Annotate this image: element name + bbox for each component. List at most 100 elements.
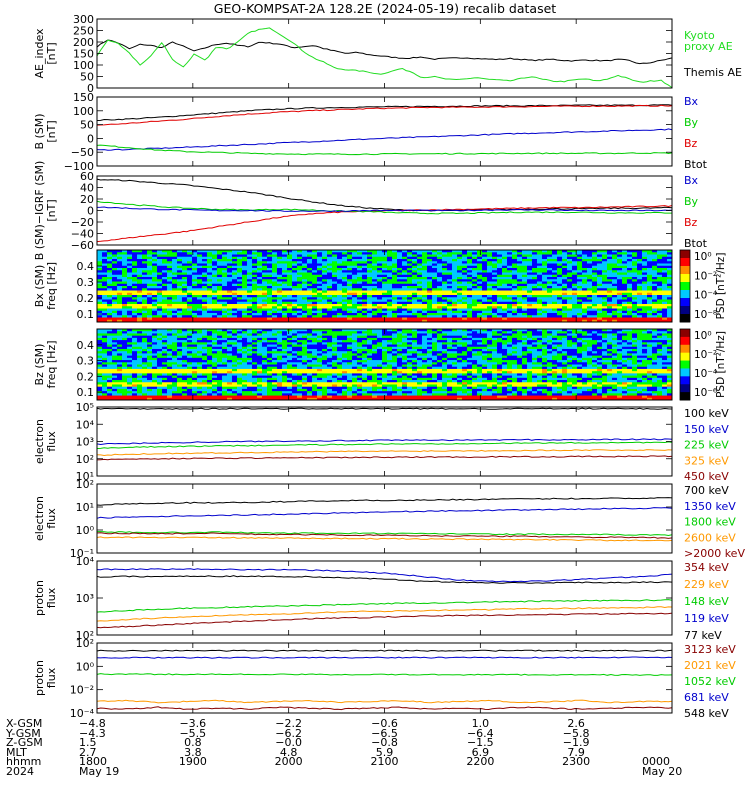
spectrogram-cell xyxy=(252,366,258,370)
spectrogram-cell xyxy=(137,368,143,372)
spectrogram-cell xyxy=(167,304,173,307)
spectrogram-cell xyxy=(377,256,383,260)
spectrogram-cell xyxy=(527,310,533,314)
spectrogram-cell xyxy=(152,252,158,255)
spectrogram-cell xyxy=(322,283,328,287)
spectrogram-cell xyxy=(622,288,628,291)
spectrogram-cell xyxy=(282,288,288,291)
spectrogram-cell xyxy=(107,333,113,337)
spectrogram-cell xyxy=(227,380,233,383)
spectrogram-cell xyxy=(437,290,443,294)
spectrogram-cell xyxy=(182,290,188,294)
spectrogram-cell xyxy=(242,299,248,303)
spectrogram-cell xyxy=(317,281,323,285)
y-tick-label: 0 xyxy=(87,205,94,218)
spectrogram-cell xyxy=(602,319,608,323)
spectrogram-cell xyxy=(142,259,148,262)
spectrogram-cell xyxy=(227,250,233,253)
spectrogram-cell xyxy=(322,290,328,294)
spectrogram-cell xyxy=(182,384,188,388)
spectrogram-cell xyxy=(287,256,293,260)
spectrogram-cell xyxy=(222,265,228,269)
spectrogram-cell xyxy=(362,297,368,300)
spectrogram-cell xyxy=(667,274,673,278)
spectrogram-cell xyxy=(157,274,163,278)
spectrogram-cell xyxy=(617,288,623,291)
spectrogram-cell xyxy=(532,268,538,271)
spectrogram-cell xyxy=(482,313,488,316)
spectrogram-cell xyxy=(567,313,573,316)
spectrogram-cell xyxy=(467,313,473,316)
series-line xyxy=(96,178,673,212)
spectrogram-cell xyxy=(247,388,253,392)
spectrogram-cell xyxy=(177,337,183,341)
spectrogram-cell xyxy=(212,274,218,278)
spectrogram-cell xyxy=(207,371,213,374)
spectrogram-cell xyxy=(372,317,378,321)
spectrogram-cell xyxy=(162,366,168,370)
spectrogram-cell xyxy=(207,277,213,280)
spectrogram-cell xyxy=(477,270,483,273)
spectrogram-cell xyxy=(272,286,278,289)
spectrogram-cell xyxy=(307,265,313,269)
spectrogram-cell xyxy=(192,286,198,289)
spectrogram-cell xyxy=(602,281,608,285)
spectrogram-cell xyxy=(647,254,653,258)
spectrogram-cell xyxy=(187,304,193,307)
spectrogram-cell xyxy=(257,386,263,390)
spectrogram-cell xyxy=(267,346,273,350)
spectrogram-cell xyxy=(157,337,163,341)
spectrogram-cell xyxy=(522,308,528,312)
spectrogram-cell xyxy=(232,279,238,282)
spectrogram-cell xyxy=(227,360,233,363)
spectrogram-cell xyxy=(662,261,668,264)
spectrogram-cell xyxy=(332,319,338,323)
spectrogram-cell xyxy=(502,288,508,291)
spectrogram-cell xyxy=(477,268,483,271)
spectrogram-cell xyxy=(407,250,413,253)
spectrogram-cell xyxy=(132,277,138,280)
spectrogram-cell xyxy=(197,333,203,337)
spectrogram-cell xyxy=(122,366,128,370)
spectrogram-cell xyxy=(582,306,588,309)
spectrogram-cell xyxy=(267,364,273,368)
spectrogram-cell xyxy=(617,281,623,285)
spectrogram-cell xyxy=(192,256,198,260)
spectrogram-cell xyxy=(507,281,513,285)
spectrogram-cell xyxy=(667,288,673,291)
spectrogram-cell xyxy=(137,329,143,332)
spectrogram-cell xyxy=(267,313,273,316)
spectrogram-cell xyxy=(577,256,583,260)
spectrogram-cell xyxy=(272,329,278,332)
spectrogram-cell xyxy=(142,281,148,285)
spectrogram-cell xyxy=(122,362,128,365)
y-tick-label: 20 xyxy=(80,193,94,206)
spectrogram-cell xyxy=(572,254,578,258)
spectrogram-cell xyxy=(117,397,123,401)
spectrogram-cell xyxy=(122,283,128,287)
spectrogram-cell xyxy=(662,301,668,305)
spectrogram-cell xyxy=(337,310,343,314)
spectrogram-cell xyxy=(407,313,413,316)
spectrogram-cell xyxy=(542,310,548,314)
spectrogram-cell xyxy=(312,277,318,280)
spectrogram-cell xyxy=(552,252,558,255)
spectrogram-cell xyxy=(272,315,278,318)
spectrogram-cell xyxy=(162,393,168,396)
spectrogram-cell xyxy=(142,393,148,396)
spectrogram-cell xyxy=(512,288,518,291)
spectrogram-cell xyxy=(417,317,423,321)
spectrogram-cell xyxy=(172,306,178,309)
spectrogram-cell xyxy=(232,295,238,298)
spectrogram-cell xyxy=(167,362,173,365)
spectrogram-cell xyxy=(197,270,203,273)
spectrogram-cell xyxy=(257,319,263,323)
spectrogram-cell xyxy=(237,256,243,260)
spectrogram-cell xyxy=(107,256,113,260)
spectrogram-cell xyxy=(517,290,523,294)
spectrogram-cell xyxy=(497,268,503,271)
spectrogram-cell xyxy=(527,313,533,316)
spectrogram-cell xyxy=(372,310,378,314)
y-axis-label-line: AE_index xyxy=(33,28,46,79)
spectrogram-cell xyxy=(247,283,253,287)
